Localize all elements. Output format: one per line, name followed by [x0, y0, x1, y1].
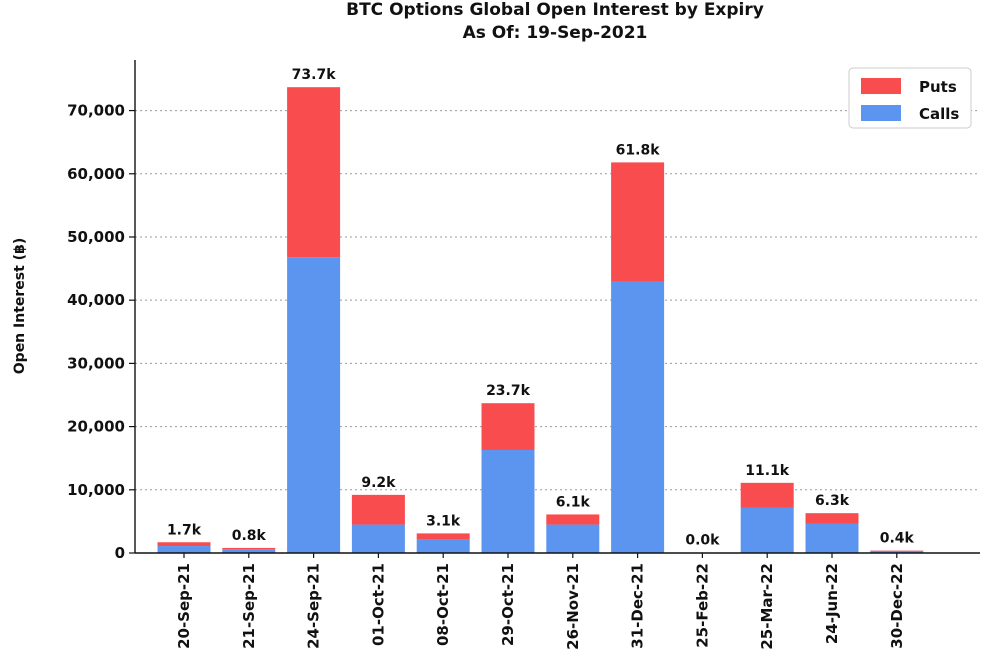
bar-total-label: 3.1k: [426, 513, 461, 529]
legend: Puts Calls: [848, 67, 972, 129]
bar-puts: [611, 162, 665, 282]
bar-calls: [546, 524, 600, 553]
bar-calls: [481, 449, 535, 553]
x-tick-label: 26-Nov-21: [564, 563, 582, 650]
x-tick-label: 25-Mar-22: [758, 563, 776, 650]
bar-puts: [805, 513, 859, 524]
bar-calls: [222, 549, 276, 553]
y-tick-labels: 0 10,000 20,000 30,000 40,000 50,000 60,000 70,…: [67, 102, 125, 562]
bar-puts: [287, 87, 341, 258]
y-tick-label: 60,000: [67, 165, 125, 183]
bar-puts: [546, 514, 600, 525]
bar-total-label: 61.8k: [616, 142, 661, 158]
bar-calls: [416, 539, 470, 553]
bar-total-label: 0.8k: [232, 528, 267, 544]
bar-puts: [740, 482, 794, 508]
legend-label-calls: Calls: [919, 105, 959, 123]
bar-puts: [157, 542, 211, 547]
x-tick-label: 24-Sep-21: [305, 563, 323, 649]
data-labels: 1.7k 0.8k 73.7k 9.2k 3.1k 23.7k 6.1k 61.8k 0.0k 1…: [167, 67, 915, 549]
bar-total-label: 11.1k: [745, 463, 790, 479]
x-tick-label: 01-Oct-21: [369, 563, 387, 646]
y-tick-label: 20,000: [67, 418, 125, 436]
bar-total-label: 1.7k: [167, 522, 202, 538]
y-tick-label: 10,000: [67, 481, 125, 499]
x-tick-label: 20-Sep-21: [175, 563, 193, 649]
chart-subtitle: As Of: 19-Sep-2021: [463, 23, 648, 43]
y-tick-label: 30,000: [67, 354, 125, 372]
x-tick-label: 24-Jun-22: [823, 563, 841, 644]
bar-calls: [870, 550, 924, 553]
x-tick-label: 25-Feb-22: [693, 563, 711, 648]
legend-swatch-calls: [861, 105, 901, 121]
bar-total-label: 6.1k: [556, 494, 591, 510]
y-tick-label: 40,000: [67, 291, 125, 309]
bar-calls: [611, 281, 665, 553]
x-tick-label: 08-Oct-21: [434, 563, 452, 646]
bar-total-label: 73.7k: [292, 67, 337, 83]
bar-puts: [481, 403, 535, 450]
bar-calls: [351, 524, 405, 553]
bar-total-label: 9.2k: [361, 475, 396, 491]
bar-calls: [287, 257, 341, 553]
x-tick-label: 21-Sep-21: [240, 563, 258, 649]
bar-total-label: 23.7k: [486, 383, 531, 399]
bars: [157, 87, 924, 553]
bar-calls: [157, 546, 211, 553]
bar-puts: [416, 533, 470, 540]
bar-calls: [740, 507, 794, 553]
bar-total-label: 0.0k: [685, 533, 720, 549]
legend-label-puts: Puts: [919, 78, 957, 96]
y-tick-label: 50,000: [67, 228, 125, 246]
bar-calls: [805, 523, 859, 553]
y-axis-label: Open Interest (฿): [12, 238, 28, 374]
x-tick-label: 31-Dec-21: [629, 563, 647, 649]
x-tick-labels: 20-Sep-21 21-Sep-21 24-Sep-21 01-Oct-21 08-O…: [175, 563, 906, 650]
legend-swatch-puts: [861, 78, 901, 94]
bar-puts: [351, 494, 405, 525]
bar-total-label: 6.3k: [815, 493, 850, 509]
y-tick-label: 70,000: [67, 102, 125, 120]
gridlines: [135, 110, 980, 491]
bar-total-label: 0.4k: [880, 530, 915, 546]
x-tick-label: 30-Dec-22: [888, 563, 906, 649]
bar-puts: [222, 547, 276, 550]
y-tick-label: 0: [115, 544, 125, 562]
x-tick-label: 29-Oct-21: [499, 563, 517, 646]
chart-title: BTC Options Global Open Interest by Expi…: [346, 0, 764, 20]
axes: [129, 60, 980, 558]
